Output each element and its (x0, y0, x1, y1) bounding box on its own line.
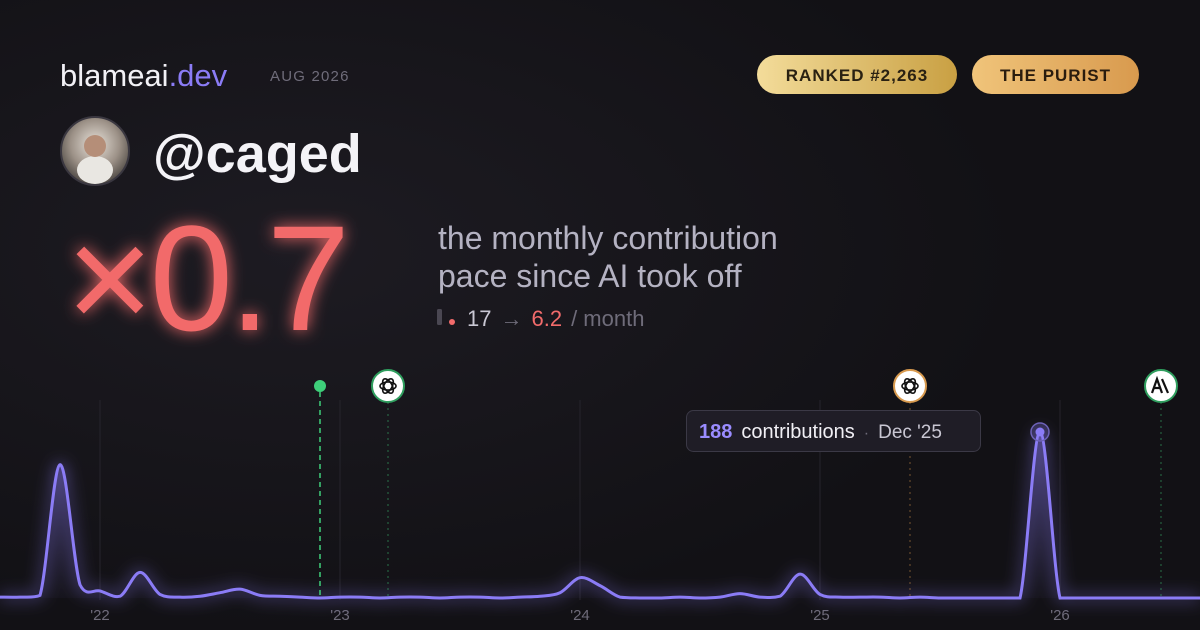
multiplier: ×0.7 (66, 194, 346, 362)
stat-before: 17 (467, 306, 491, 331)
badge-text: RANKED #2,263 (786, 66, 928, 85)
x-tick-label: '26 (1050, 607, 1070, 624)
x-tick-label: '22 (90, 607, 110, 624)
stat-unit: / month (571, 306, 644, 331)
description: the monthly contribution (438, 220, 778, 256)
tooltip-date: Dec '25 (878, 422, 942, 443)
x-tick-label: '24 (570, 607, 590, 624)
stat-icon (437, 309, 442, 325)
stat-arrow: → (500, 306, 522, 331)
tooltip-separator: · (864, 425, 869, 442)
peak-point (1035, 427, 1045, 437)
badge (972, 55, 1139, 94)
badge (757, 55, 957, 94)
avatar-face (84, 135, 106, 157)
event-icon (1144, 369, 1178, 403)
event-icon (893, 369, 927, 403)
brand-name: blameai (60, 58, 169, 93)
tooltip (686, 410, 981, 452)
tooltip-caption: contributions (741, 421, 854, 443)
x-tick-label: '25 (810, 607, 830, 624)
description: pace since AI took off (438, 258, 742, 294)
tooltip-value: 188 (699, 421, 732, 443)
event-icon (371, 369, 405, 403)
chart: '22 '23 '24 '25 '26 (0, 400, 1200, 624)
badge-text: THE PURIST (1000, 66, 1111, 85)
stat-after: 6.2 (531, 306, 562, 331)
date: AUG 2026 (270, 68, 350, 85)
handle: @caged (153, 124, 362, 184)
stat-icon (449, 319, 455, 325)
x-tick-label: '23 (330, 607, 350, 624)
brand-tld: .dev (169, 58, 228, 93)
avatar-shirt (77, 156, 113, 184)
event-dot (314, 380, 326, 392)
tooltip-text: 188 contributions · Dec '25 (699, 421, 942, 443)
line (0, 430, 1200, 600)
brand: blameai.dev (60, 58, 228, 93)
stats: 17 → 6.2 / month (467, 306, 644, 331)
